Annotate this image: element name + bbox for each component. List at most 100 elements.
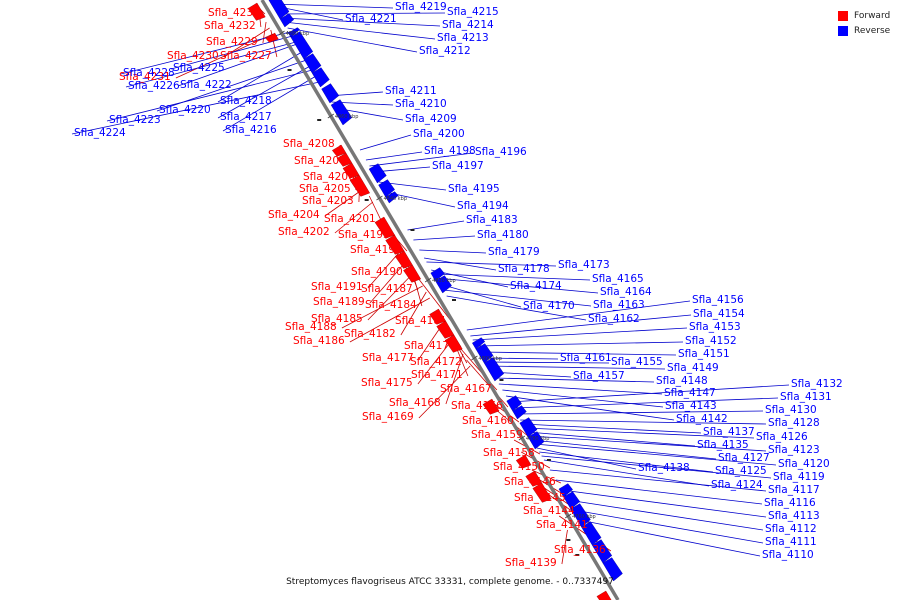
- reverse-gene-block[interactable]: [368, 163, 387, 184]
- gene-label[interactable]: Sfla_4116: [764, 497, 816, 509]
- gene-label[interactable]: Sfla_4143: [665, 400, 717, 412]
- forward-gene-block[interactable]: [265, 32, 279, 43]
- gene-label[interactable]: Sfla_4189: [313, 296, 365, 308]
- gene-label[interactable]: Sfla_4150: [493, 461, 545, 473]
- gene-label[interactable]: Sfla_4138: [638, 462, 690, 474]
- forward-gene-block[interactable]: [429, 308, 446, 325]
- reverse-gene-block[interactable]: [475, 343, 494, 364]
- forward-gene-block[interactable]: [385, 234, 405, 255]
- gene-label[interactable]: Sfla_4151: [678, 348, 730, 360]
- gene-label[interactable]: Sfla_4201: [324, 213, 376, 225]
- reverse-gene-block[interactable]: [267, 0, 290, 20]
- gene-label[interactable]: Sfla_4182: [344, 328, 396, 340]
- gene-label[interactable]: Sfla_4219: [395, 1, 447, 13]
- gene-label[interactable]: Sfla_4216: [225, 124, 277, 136]
- gene-label[interactable]: Sfla_4148: [656, 375, 708, 387]
- reverse-gene-block[interactable]: [527, 431, 545, 450]
- gene-label[interactable]: Sfla_4167: [440, 383, 492, 395]
- gene-label[interactable]: Sfla_4145: [514, 492, 566, 504]
- gene-label[interactable]: Sfla_4178: [498, 263, 550, 275]
- gene-label[interactable]: Sfla_4206: [303, 171, 355, 183]
- gene-label[interactable]: Sfla_4153: [689, 321, 741, 333]
- reverse-gene-block[interactable]: [483, 357, 505, 382]
- forward-gene-block[interactable]: [374, 216, 395, 239]
- gene-label[interactable]: Sfla_4170: [523, 300, 575, 312]
- gene-label[interactable]: Sfla_4135: [697, 439, 749, 451]
- gene-label[interactable]: Sfla_4123: [768, 444, 820, 456]
- gene-label[interactable]: Sfla_4214: [442, 19, 494, 31]
- reverse-gene-block[interactable]: [288, 27, 301, 38]
- gene-label[interactable]: Sfla_4231: [119, 71, 171, 83]
- gene-label[interactable]: Sfla_4171: [411, 369, 463, 381]
- gene-label[interactable]: Sfla_4229: [206, 36, 258, 48]
- reverse-gene-block[interactable]: [519, 417, 538, 438]
- gene-label[interactable]: Sfla_4215: [447, 6, 499, 18]
- gene-label[interactable]: Sfla_4186: [293, 335, 345, 347]
- gene-label[interactable]: Sfla_4222: [180, 79, 232, 91]
- gene-label[interactable]: Sfla_4168: [389, 397, 441, 409]
- gene-label[interactable]: Sfla_4191: [311, 281, 363, 293]
- gene-label[interactable]: Sfla_4158: [483, 447, 535, 459]
- gene-label[interactable]: Sfla_4177: [362, 352, 414, 364]
- gene-label[interactable]: Sfla_4137: [703, 426, 755, 438]
- gene-label[interactable]: Sfla_4218: [220, 95, 272, 107]
- gene-label[interactable]: Sfla_4208: [283, 138, 335, 150]
- forward-gene-block[interactable]: [444, 334, 463, 353]
- forward-gene-block[interactable]: [436, 320, 455, 339]
- forward-gene-block[interactable]: [336, 152, 353, 167]
- gene-label[interactable]: Sfla_4156: [692, 294, 744, 306]
- reverse-gene-block[interactable]: [330, 99, 353, 126]
- reverse-gene-block[interactable]: [558, 483, 573, 498]
- gene-label[interactable]: Sfla_4142: [676, 413, 728, 425]
- gene-label[interactable]: Sfla_4159: [471, 429, 523, 441]
- gene-label[interactable]: Sfla_4176: [404, 340, 456, 352]
- gene-label[interactable]: Sfla_4161: [560, 352, 612, 364]
- gene-label[interactable]: Sfla_4232: [204, 20, 256, 32]
- gene-label[interactable]: Sfla_4188: [285, 321, 337, 333]
- gene-label[interactable]: Sfla_4112: [765, 523, 817, 535]
- gene-label[interactable]: Sfla_4202: [278, 226, 330, 238]
- gene-label[interactable]: Sfla_4192: [350, 244, 402, 256]
- gene-label[interactable]: Sfla_4164: [600, 286, 652, 298]
- gene-label[interactable]: Sfla_4113: [768, 510, 820, 522]
- gene-label[interactable]: Sfla_4213: [437, 32, 489, 44]
- gene-label[interactable]: Sfla_4194: [457, 200, 509, 212]
- gene-label[interactable]: Sfla_4144: [523, 505, 575, 517]
- gene-label[interactable]: Sfla_4130: [765, 404, 817, 416]
- gene-label[interactable]: Sfla_4185: [311, 313, 363, 325]
- gene-label[interactable]: Sfla_4226: [128, 80, 180, 92]
- gene-label[interactable]: Sfla_4184: [365, 299, 417, 311]
- gene-label[interactable]: Sfla_4196: [475, 146, 527, 158]
- gene-label[interactable]: Sfla_4210: [395, 98, 447, 110]
- reverse-gene-block[interactable]: [563, 491, 581, 510]
- gene-label[interactable]: Sfla_4110: [762, 549, 814, 561]
- gene-label[interactable]: Sfla_4195: [448, 183, 500, 195]
- gene-label[interactable]: Sfla_4205: [299, 183, 351, 195]
- gene-label[interactable]: Sfla_4193: [338, 229, 390, 241]
- gene-label[interactable]: Sfla_4190: [351, 266, 403, 278]
- reverse-gene-block[interactable]: [581, 521, 602, 546]
- gene-label[interactable]: Sfla_4172: [410, 356, 462, 368]
- forward-gene-block[interactable]: [349, 174, 371, 197]
- gene-label[interactable]: Sfla_4180: [477, 229, 529, 241]
- gene-label[interactable]: Sfla_4187: [361, 283, 413, 295]
- gene-label[interactable]: Sfla_4233: [208, 7, 260, 19]
- reverse-gene-block[interactable]: [570, 503, 591, 528]
- gene-label[interactable]: Sfla_4126: [756, 431, 808, 443]
- gene-label[interactable]: Sfla_4230: [167, 50, 219, 62]
- reverse-gene-block[interactable]: [472, 337, 486, 350]
- gene-label[interactable]: Sfla_4155: [611, 356, 663, 368]
- forward-gene-block[interactable]: [515, 454, 532, 469]
- gene-label[interactable]: Sfla_4221: [345, 13, 397, 25]
- gene-label[interactable]: Sfla_4149: [667, 362, 719, 374]
- gene-label[interactable]: Sfla_4139: [505, 557, 557, 569]
- gene-label[interactable]: Sfla_4146: [504, 476, 556, 488]
- gene-label[interactable]: Sfla_4183: [466, 214, 518, 226]
- gene-label[interactable]: Sfla_4217: [220, 111, 272, 123]
- reverse-gene-block[interactable]: [290, 31, 314, 60]
- gene-label[interactable]: Sfla_4163: [593, 299, 645, 311]
- forward-gene-block[interactable]: [532, 482, 552, 503]
- reverse-gene-block[interactable]: [385, 191, 399, 204]
- gene-label[interactable]: Sfla_4119: [773, 471, 825, 483]
- forward-gene-block[interactable]: [394, 250, 413, 269]
